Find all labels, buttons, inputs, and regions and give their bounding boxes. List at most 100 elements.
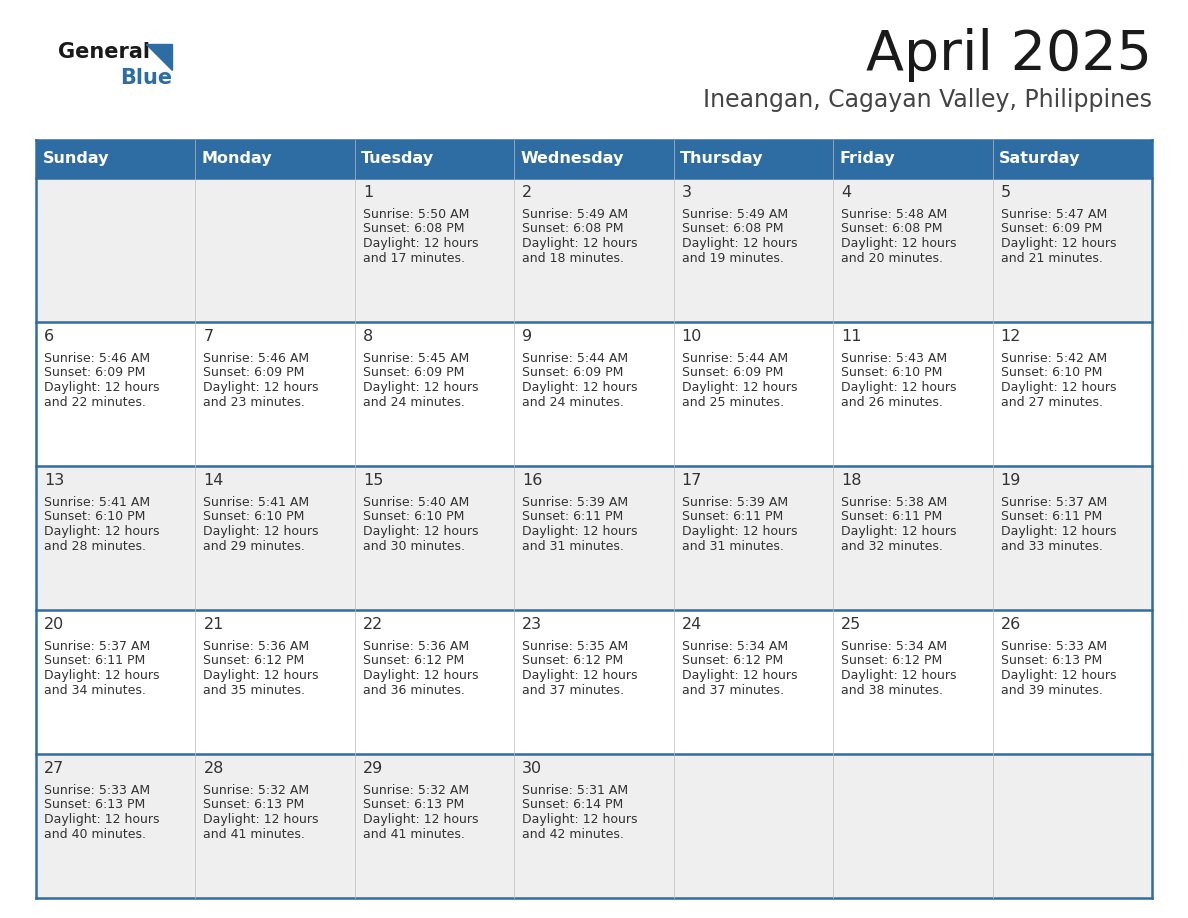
Text: and 31 minutes.: and 31 minutes. <box>682 540 784 553</box>
Text: Sunrise: 5:47 AM: Sunrise: 5:47 AM <box>1000 208 1107 221</box>
Text: and 21 minutes.: and 21 minutes. <box>1000 252 1102 264</box>
Text: Sunrise: 5:41 AM: Sunrise: 5:41 AM <box>203 496 310 509</box>
Text: and 39 minutes.: and 39 minutes. <box>1000 684 1102 697</box>
Text: Sunset: 6:09 PM: Sunset: 6:09 PM <box>362 366 465 379</box>
Text: 9: 9 <box>523 329 532 344</box>
Text: Daylight: 12 hours: Daylight: 12 hours <box>841 669 956 682</box>
Text: Sunset: 6:13 PM: Sunset: 6:13 PM <box>44 799 145 812</box>
Text: 17: 17 <box>682 473 702 488</box>
Text: Sunrise: 5:43 AM: Sunrise: 5:43 AM <box>841 352 947 365</box>
Text: and 35 minutes.: and 35 minutes. <box>203 684 305 697</box>
Text: Sunset: 6:12 PM: Sunset: 6:12 PM <box>523 655 624 667</box>
Text: Daylight: 12 hours: Daylight: 12 hours <box>44 669 159 682</box>
Text: Sunrise: 5:37 AM: Sunrise: 5:37 AM <box>44 640 150 653</box>
Text: 13: 13 <box>44 473 64 488</box>
Text: Sunset: 6:10 PM: Sunset: 6:10 PM <box>362 510 465 523</box>
Text: 19: 19 <box>1000 473 1020 488</box>
Text: and 27 minutes.: and 27 minutes. <box>1000 396 1102 409</box>
Text: Daylight: 12 hours: Daylight: 12 hours <box>44 525 159 538</box>
Text: Sunrise: 5:36 AM: Sunrise: 5:36 AM <box>203 640 310 653</box>
Text: Sunset: 6:12 PM: Sunset: 6:12 PM <box>203 655 304 667</box>
Text: Sunset: 6:12 PM: Sunset: 6:12 PM <box>362 655 465 667</box>
Bar <box>36 610 1152 754</box>
Text: 1: 1 <box>362 185 373 200</box>
Text: and 31 minutes.: and 31 minutes. <box>523 540 624 553</box>
Text: 22: 22 <box>362 617 383 632</box>
Text: General: General <box>58 42 150 62</box>
Text: Sunday: Sunday <box>43 151 109 166</box>
Text: Sunrise: 5:33 AM: Sunrise: 5:33 AM <box>1000 640 1107 653</box>
Text: 25: 25 <box>841 617 861 632</box>
Text: Sunrise: 5:39 AM: Sunrise: 5:39 AM <box>523 496 628 509</box>
Text: 4: 4 <box>841 185 852 200</box>
Text: Sunrise: 5:33 AM: Sunrise: 5:33 AM <box>44 784 150 797</box>
Text: and 34 minutes.: and 34 minutes. <box>44 684 146 697</box>
Text: Sunset: 6:09 PM: Sunset: 6:09 PM <box>523 366 624 379</box>
Text: Sunrise: 5:35 AM: Sunrise: 5:35 AM <box>523 640 628 653</box>
Text: and 38 minutes.: and 38 minutes. <box>841 684 943 697</box>
Text: Sunset: 6:13 PM: Sunset: 6:13 PM <box>1000 655 1101 667</box>
Text: Sunset: 6:09 PM: Sunset: 6:09 PM <box>1000 222 1102 236</box>
Polygon shape <box>146 44 172 70</box>
Text: 11: 11 <box>841 329 861 344</box>
Text: and 41 minutes.: and 41 minutes. <box>362 827 465 841</box>
Text: Sunset: 6:12 PM: Sunset: 6:12 PM <box>682 655 783 667</box>
Text: and 37 minutes.: and 37 minutes. <box>682 684 784 697</box>
Text: Sunrise: 5:42 AM: Sunrise: 5:42 AM <box>1000 352 1107 365</box>
Text: and 26 minutes.: and 26 minutes. <box>841 396 943 409</box>
Text: 28: 28 <box>203 761 223 776</box>
Text: 23: 23 <box>523 617 543 632</box>
Text: Sunset: 6:11 PM: Sunset: 6:11 PM <box>44 655 145 667</box>
Text: Sunrise: 5:34 AM: Sunrise: 5:34 AM <box>841 640 947 653</box>
Text: Daylight: 12 hours: Daylight: 12 hours <box>203 525 318 538</box>
Bar <box>36 466 1152 610</box>
Text: Sunrise: 5:36 AM: Sunrise: 5:36 AM <box>362 640 469 653</box>
Text: and 17 minutes.: and 17 minutes. <box>362 252 465 264</box>
Text: Sunrise: 5:49 AM: Sunrise: 5:49 AM <box>682 208 788 221</box>
Text: Sunset: 6:11 PM: Sunset: 6:11 PM <box>682 510 783 523</box>
Text: Sunset: 6:10 PM: Sunset: 6:10 PM <box>1000 366 1102 379</box>
Text: Sunset: 6:11 PM: Sunset: 6:11 PM <box>1000 510 1101 523</box>
Text: Daylight: 12 hours: Daylight: 12 hours <box>841 525 956 538</box>
Text: 6: 6 <box>44 329 55 344</box>
Text: and 19 minutes.: and 19 minutes. <box>682 252 784 264</box>
Bar <box>36 140 1152 178</box>
Text: and 30 minutes.: and 30 minutes. <box>362 540 465 553</box>
Text: 12: 12 <box>1000 329 1020 344</box>
Text: Daylight: 12 hours: Daylight: 12 hours <box>523 525 638 538</box>
Text: 24: 24 <box>682 617 702 632</box>
Text: 26: 26 <box>1000 617 1020 632</box>
Text: Ineangan, Cagayan Valley, Philippines: Ineangan, Cagayan Valley, Philippines <box>703 88 1152 112</box>
Text: Daylight: 12 hours: Daylight: 12 hours <box>44 813 159 826</box>
Text: Daylight: 12 hours: Daylight: 12 hours <box>203 381 318 394</box>
Text: Sunset: 6:09 PM: Sunset: 6:09 PM <box>682 366 783 379</box>
Text: Sunrise: 5:50 AM: Sunrise: 5:50 AM <box>362 208 469 221</box>
Text: Tuesday: Tuesday <box>361 151 435 166</box>
Text: Daylight: 12 hours: Daylight: 12 hours <box>362 381 479 394</box>
Text: 27: 27 <box>44 761 64 776</box>
Text: 10: 10 <box>682 329 702 344</box>
Text: and 23 minutes.: and 23 minutes. <box>203 396 305 409</box>
Text: Daylight: 12 hours: Daylight: 12 hours <box>682 669 797 682</box>
Text: Sunrise: 5:46 AM: Sunrise: 5:46 AM <box>203 352 310 365</box>
Text: Sunset: 6:10 PM: Sunset: 6:10 PM <box>841 366 942 379</box>
Text: Daylight: 12 hours: Daylight: 12 hours <box>1000 237 1116 250</box>
Text: Daylight: 12 hours: Daylight: 12 hours <box>523 381 638 394</box>
Text: Sunrise: 5:48 AM: Sunrise: 5:48 AM <box>841 208 947 221</box>
Text: and 24 minutes.: and 24 minutes. <box>523 396 624 409</box>
Text: Daylight: 12 hours: Daylight: 12 hours <box>523 813 638 826</box>
Text: Friday: Friday <box>840 151 895 166</box>
Text: Sunrise: 5:32 AM: Sunrise: 5:32 AM <box>203 784 310 797</box>
Text: Wednesday: Wednesday <box>520 151 624 166</box>
Text: and 40 minutes.: and 40 minutes. <box>44 827 146 841</box>
Text: 8: 8 <box>362 329 373 344</box>
Text: Sunrise: 5:40 AM: Sunrise: 5:40 AM <box>362 496 469 509</box>
Text: Sunset: 6:14 PM: Sunset: 6:14 PM <box>523 799 624 812</box>
Text: Daylight: 12 hours: Daylight: 12 hours <box>523 237 638 250</box>
Text: Sunset: 6:11 PM: Sunset: 6:11 PM <box>523 510 624 523</box>
Text: Sunrise: 5:49 AM: Sunrise: 5:49 AM <box>523 208 628 221</box>
Text: and 29 minutes.: and 29 minutes. <box>203 540 305 553</box>
Text: Sunrise: 5:46 AM: Sunrise: 5:46 AM <box>44 352 150 365</box>
Text: Daylight: 12 hours: Daylight: 12 hours <box>682 237 797 250</box>
Bar <box>36 754 1152 898</box>
